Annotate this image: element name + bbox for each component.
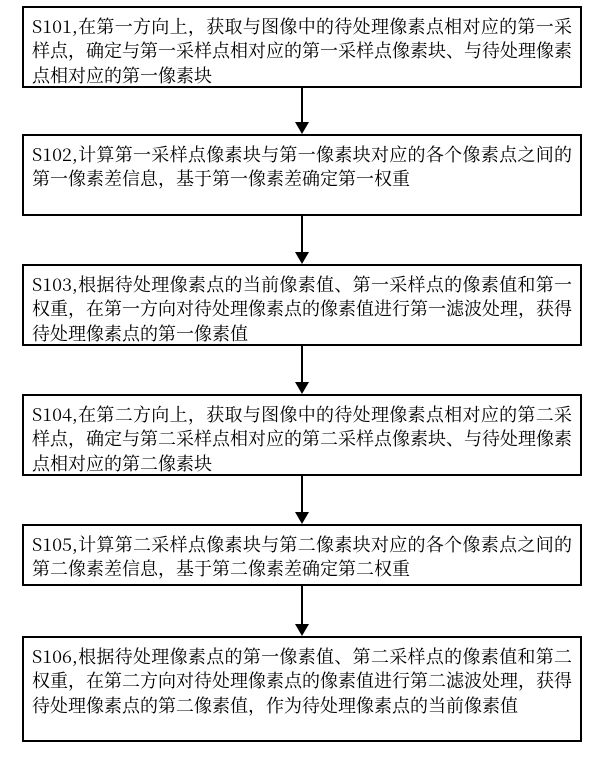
- flowchart-node-s102: S102,计算第一采样点像素块与第一像素块对应的各个像素点之间的第一像素差信息，…: [22, 134, 582, 216]
- arrow-line-icon: [301, 586, 303, 624]
- flowchart-canvas: S101,在第一方向上，获取与图像中的待处理像素点相对应的第一采样点，确定与第一…: [0, 0, 605, 763]
- flowchart-node-s101: S101,在第一方向上，获取与图像中的待处理像素点相对应的第一采样点，确定与第一…: [22, 6, 582, 88]
- arrow-line-icon: [301, 346, 303, 382]
- arrow-head-icon: [295, 122, 309, 134]
- arrow-line-icon: [301, 476, 303, 512]
- arrow-line-icon: [301, 216, 303, 252]
- flowchart-node-s104: S104,在第二方向上，获取与图像中的待处理像素点相对应的第二采样点，确定与第二…: [22, 394, 582, 476]
- arrow-line-icon: [301, 88, 303, 122]
- arrow-head-icon: [295, 382, 309, 394]
- flowchart-node-s103: S103,根据待处理像素点的当前像素值、第一采样点的像素值和第一权重，在第一方向…: [22, 264, 582, 346]
- arrow-head-icon: [295, 252, 309, 264]
- flowchart-node-s106: S106,根据待处理像素点的第一像素值、第二采样点的像素值和第二权重，在第二方向…: [22, 636, 582, 742]
- arrow-head-icon: [295, 624, 309, 636]
- flowchart-node-s105: S105,计算第二采样点像素块与第二像素块对应的各个像素点之间的第二像素差信息，…: [22, 524, 582, 586]
- arrow-head-icon: [295, 512, 309, 524]
